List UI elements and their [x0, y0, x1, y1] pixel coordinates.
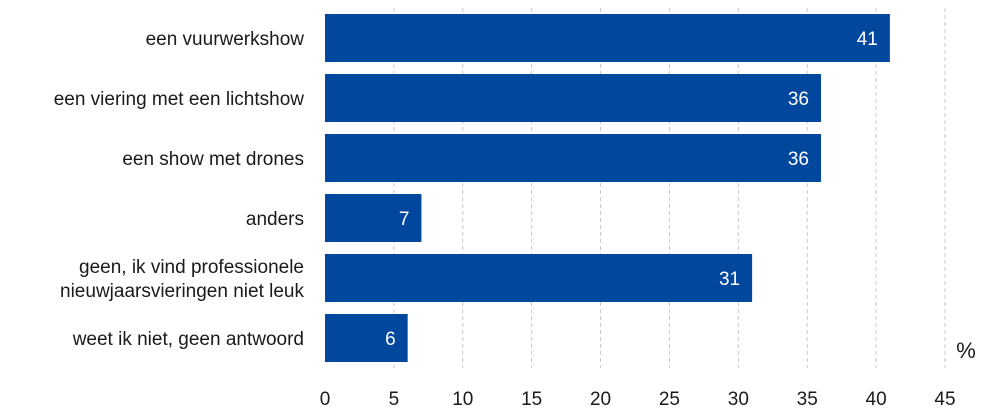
x-tick-label: 35 [797, 389, 818, 410]
x-tick-label: 30 [728, 389, 749, 410]
category-label: een vuurwerkshow [146, 29, 305, 50]
unit-label: % [956, 338, 976, 363]
bar-value-label: 36 [788, 149, 809, 170]
bar [325, 134, 821, 182]
x-tick-label: 40 [866, 389, 887, 410]
bar-value-label: 31 [719, 269, 740, 290]
gridlines [393, 8, 946, 368]
category-label: anders [246, 209, 304, 230]
x-tick-label: 15 [521, 389, 542, 410]
category-label: een show met drones [122, 149, 304, 170]
bar-value-label: 7 [399, 209, 410, 230]
x-tick-label: 5 [389, 389, 400, 410]
category-label: nieuwjaarsvieringen niet leuk [60, 281, 304, 302]
bar-value-label: 36 [788, 89, 809, 110]
x-tick-label: 0 [320, 389, 331, 410]
bar [325, 254, 753, 302]
x-tick-label: 20 [590, 389, 611, 410]
bar [325, 314, 408, 362]
x-tick-label: 25 [659, 389, 680, 410]
x-tick-label: 45 [934, 389, 955, 410]
bar-value-label: 6 [385, 329, 396, 350]
x-tick-label: 10 [452, 389, 473, 410]
category-label: weet ik niet, geen antwoord [72, 329, 304, 350]
x-axis-ticks: 0 5 10 15 20 25 30 35 40 45 [320, 389, 956, 410]
bars: 41 36 36 7 31 6 [325, 14, 890, 362]
category-labels: een vuurwerkshow een viering met een lich… [54, 29, 305, 350]
bar-value-label: 41 [857, 29, 878, 50]
bar [325, 14, 890, 62]
bar [325, 74, 821, 122]
category-label: geen, ik vind professionele [79, 257, 304, 278]
category-label: een viering met een lichtshow [54, 89, 305, 110]
bar [325, 194, 422, 242]
